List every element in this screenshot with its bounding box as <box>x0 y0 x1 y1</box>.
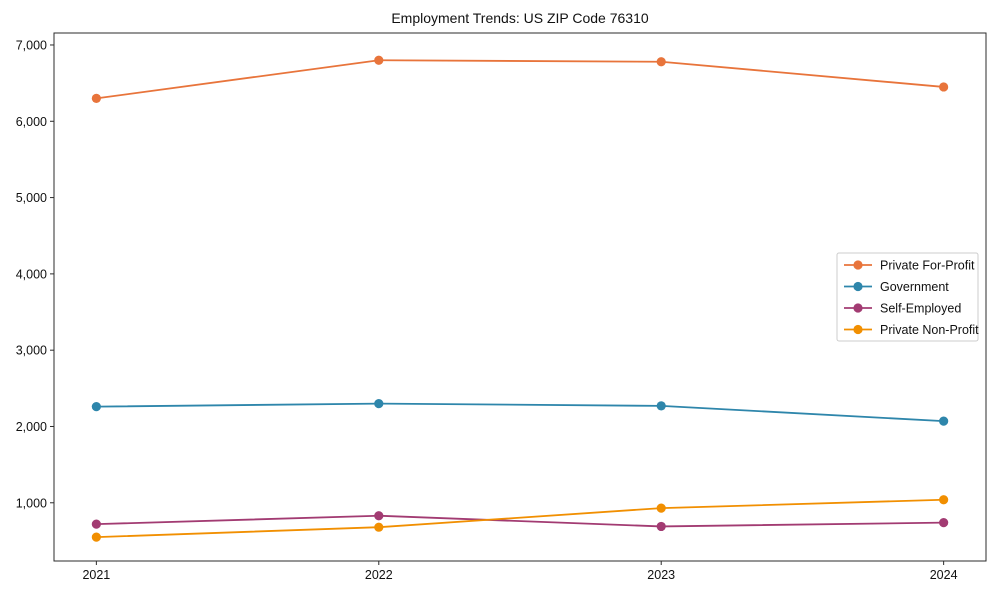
y-tick-label: 1,000 <box>16 496 47 510</box>
data-point-private-for-profit-2022 <box>374 55 384 65</box>
legend-entry-self-employed: Self-Employed <box>844 302 961 316</box>
chart-title: Employment Trends: US ZIP Code 76310 <box>391 10 649 26</box>
y-tick-label: 4,000 <box>16 267 47 281</box>
x-tick-label: 2022 <box>365 568 393 582</box>
series-private-for-profit <box>91 55 949 103</box>
legend-label: Self-Employed <box>880 302 961 316</box>
series-private-non-profit <box>91 495 949 542</box>
data-point-private-for-profit-2024 <box>939 82 949 92</box>
data-point-self-employed-2022 <box>374 511 384 521</box>
legend-entry-private-non-profit: Private Non-Profit <box>844 323 979 337</box>
legend-entry-government: Government <box>844 280 949 294</box>
x-tick-label: 2023 <box>647 568 675 582</box>
plot-area-border <box>53 32 987 562</box>
data-point-government-2022 <box>374 398 384 409</box>
legend: Private For-Profit Government Self-Employe… <box>836 252 979 342</box>
data-point-government-2024 <box>939 416 949 426</box>
data-point-private-for-profit-2023 <box>656 57 666 67</box>
series-line-private-for-profit <box>96 59 944 100</box>
data-point-private-non-profit-2023 <box>656 503 666 513</box>
legend-label: Private For-Profit <box>880 259 975 273</box>
legend-marker <box>853 281 863 292</box>
data-point-government-2021 <box>91 402 101 412</box>
x-tick-label: 2024 <box>930 568 958 582</box>
data-point-private-non-profit-2024 <box>939 495 949 505</box>
data-point-private-non-profit-2021 <box>91 532 101 542</box>
legend-label: Private Non-Profit <box>880 323 979 337</box>
y-tick-label: 6,000 <box>16 115 47 129</box>
data-point-self-employed-2023 <box>656 521 666 532</box>
legend-label: Government <box>880 280 949 294</box>
legend-box <box>836 252 979 342</box>
series-line-government <box>96 402 944 423</box>
data-point-self-employed-2024 <box>939 518 949 528</box>
series-self-employed <box>91 511 949 532</box>
legend-marker <box>853 324 863 335</box>
x-tick-label: 2021 <box>82 568 110 582</box>
data-point-private-non-profit-2022 <box>374 522 384 532</box>
y-tick-label: 7,000 <box>16 38 47 52</box>
series-government <box>91 398 949 426</box>
legend-entry-private-for-profit: Private For-Profit <box>844 259 975 273</box>
y-axis: 1,000 2,000 3,000 4,000 5,000 6,000 7,000 <box>16 38 54 510</box>
legend-marker <box>853 260 863 270</box>
series-line-self-employed <box>96 514 944 528</box>
y-tick-label: 3,000 <box>16 344 47 358</box>
y-tick-label: 5,000 <box>16 191 47 205</box>
series-line-private-non-profit <box>96 498 944 539</box>
y-tick-label: 2,000 <box>16 420 47 434</box>
data-point-self-employed-2021 <box>91 519 101 529</box>
data-point-government-2023 <box>656 401 666 411</box>
series-group <box>91 55 949 542</box>
legend-marker <box>853 303 863 313</box>
x-axis: 2021 2022 2023 2024 <box>82 561 958 582</box>
data-point-private-for-profit-2021 <box>91 93 101 103</box>
